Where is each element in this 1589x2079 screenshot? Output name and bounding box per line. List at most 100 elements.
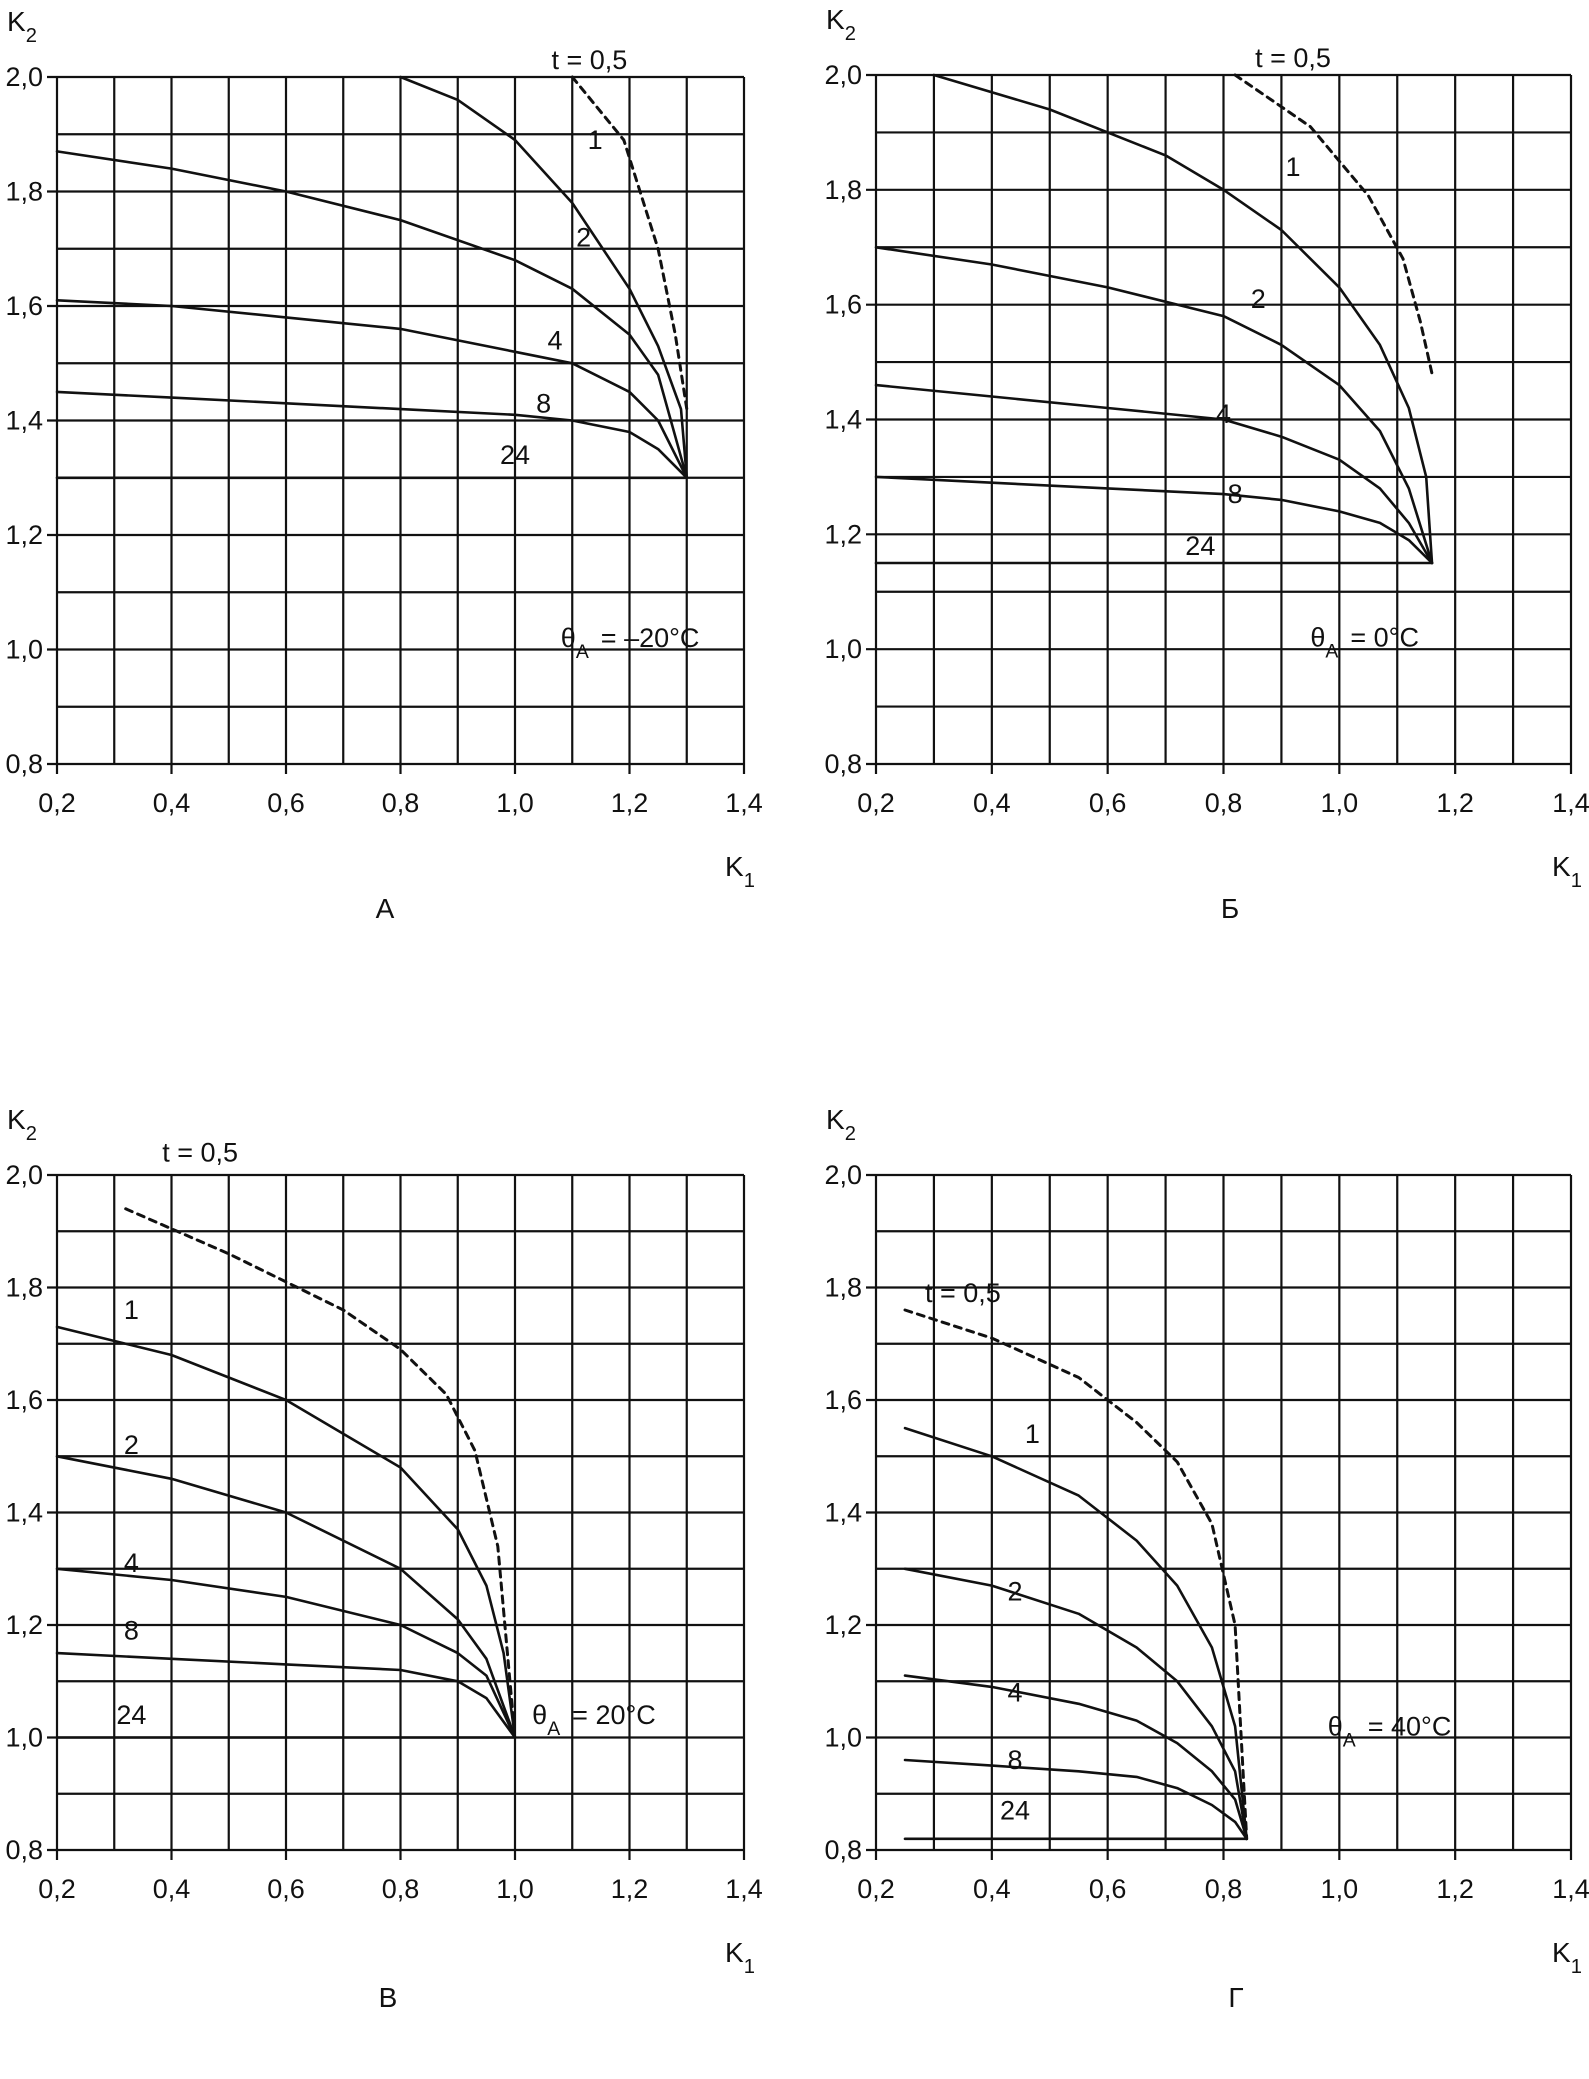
x-tick-label: 0,6 (267, 788, 305, 818)
x-tick-label: 1,0 (1321, 788, 1359, 818)
y-axis-label: K2 (826, 4, 856, 45)
series-line-t05 (570, 75, 689, 411)
series-label: 1 (1285, 152, 1300, 182)
series-line-4 (903, 1674, 1248, 1841)
y-tick-label: 1,0 (824, 1723, 862, 1753)
y-tick-label: 1,0 (5, 635, 43, 665)
x-tick-label: 0,8 (1205, 1874, 1243, 1904)
y-tick-label: 2,0 (5, 62, 43, 92)
x-tick-label: 0,4 (153, 1874, 191, 1904)
series-line-1 (903, 1426, 1248, 1841)
chart-panel-4: 0,2 0,4 0,6 0,8 1,0 1,2 1,4 0,8 1,0 1,2 1,4 1,6 1,8 2… (824, 1104, 1589, 2013)
series-line-8 (55, 1651, 517, 1739)
temperature-annotation-symbol: θA (1310, 623, 1338, 663)
y-tick-label: 1,2 (824, 1610, 862, 1640)
series-label: 2 (1251, 284, 1266, 314)
temperature-annotation-symbol: θA (561, 623, 589, 663)
y-tick-label: 1,2 (5, 1610, 43, 1640)
y-tick-label: 1,2 (824, 519, 862, 549)
panel-caption: Г (1228, 1982, 1243, 2013)
temperature-annotation: = –20°C (601, 623, 700, 653)
tick-labels: 0,2 0,4 0,6 0,8 1,0 1,2 1,4 0,8 1,0 1,2 1,4 1,6 1,8 2… (5, 1160, 762, 1904)
temperature-annotation-symbol: θA (532, 1700, 560, 1740)
x-tick-label: 1,0 (496, 1874, 534, 1904)
y-tick-label: 1,0 (5, 1723, 43, 1753)
x-tick-label: 0,4 (973, 1874, 1011, 1904)
x-tick-label: 0,4 (153, 788, 191, 818)
x-tick-label: 0,2 (38, 1874, 76, 1904)
y-tick-label: 1,4 (824, 1498, 862, 1528)
panel-caption: А (376, 893, 395, 924)
series-line-2 (874, 246, 1434, 565)
series-line-1 (399, 75, 689, 480)
temperature-annotation: = 0°C (1350, 623, 1419, 653)
series-label: t = 0,5 (162, 1138, 238, 1168)
series-label: 4 (1216, 399, 1231, 429)
chart-panel-2: 0,2 0,4 0,6 0,8 1,0 1,2 1,4 0,8 1,0 1,2 1,4 1,6 1,8 2… (824, 4, 1589, 924)
x-tick-label: 0,6 (267, 1874, 305, 1904)
series-label: 24 (116, 1700, 146, 1730)
panel-caption: Б (1221, 893, 1239, 924)
x-tick-label: 0,2 (857, 1874, 895, 1904)
grid (47, 1173, 746, 1860)
y-tick-label: 0,8 (5, 1835, 43, 1865)
y-axis-label: K2 (826, 1104, 856, 1145)
series-label: 24 (1185, 531, 1215, 561)
chart-panel-3: 0,2 0,4 0,6 0,8 1,0 1,2 1,4 0,8 1,0 1,2 1,4 1,6 1,8 2… (5, 1104, 762, 2013)
temperature-annotation: = 40°C (1368, 1711, 1452, 1741)
series-label: 8 (124, 1616, 139, 1646)
y-tick-label: 0,8 (824, 1835, 862, 1865)
series-line-2 (55, 1455, 517, 1739)
series-label: 4 (1007, 1678, 1022, 1708)
y-tick-label: 1,6 (5, 291, 43, 321)
series-label: 1 (1025, 1419, 1040, 1449)
y-tick-label: 0,8 (5, 749, 43, 779)
temperature-annotation-symbol: θA (1328, 1711, 1356, 1751)
x-tick-label: 0,8 (382, 788, 420, 818)
series-label: 8 (1007, 1745, 1022, 1775)
chart-panel-1: 0,2 0,4 0,6 0,8 1,0 1,2 1,4 0,8 1,0 1,2 1,4 1,6 1,8 2… (5, 6, 762, 924)
x-tick-label: 0,6 (1089, 788, 1127, 818)
y-tick-label: 1,6 (5, 1385, 43, 1415)
grid (866, 1173, 1573, 1860)
series-label: 4 (124, 1548, 139, 1578)
x-tick-label: 1,2 (611, 788, 649, 818)
x-tick-label: 0,6 (1089, 1874, 1127, 1904)
x-tick-label: 0,2 (857, 788, 895, 818)
series-line-t05 (1233, 73, 1434, 376)
series-line-8 (55, 390, 689, 480)
y-tick-label: 1,6 (824, 1385, 862, 1415)
grid (47, 75, 746, 774)
y-tick-label: 1,8 (824, 1273, 862, 1303)
y-axis-label: K2 (7, 1104, 37, 1145)
y-tick-label: 1,4 (5, 406, 43, 436)
x-tick-label: 1,2 (1436, 788, 1474, 818)
y-tick-label: 1,4 (824, 405, 862, 435)
x-axis-label: K1 (725, 851, 755, 892)
series-label: 24 (1000, 1796, 1030, 1826)
series-line-8 (903, 1758, 1248, 1841)
y-tick-label: 2,0 (824, 60, 862, 90)
series-line-2 (55, 150, 689, 480)
x-tick-label: 1,4 (1552, 788, 1589, 818)
x-tick-label: 0,4 (973, 788, 1011, 818)
x-axis-label: K1 (1552, 851, 1582, 892)
x-tick-label: 1,4 (1552, 1874, 1589, 1904)
y-tick-label: 1,2 (5, 520, 43, 550)
y-tick-label: 1,0 (824, 634, 862, 664)
series-label: t = 0,5 (552, 45, 628, 75)
x-tick-label: 1,0 (1321, 1874, 1359, 1904)
temperature-annotation: = 20°C (572, 1700, 656, 1730)
x-tick-label: 0,8 (382, 1874, 420, 1904)
x-tick-label: 1,4 (725, 788, 763, 818)
series-label: 2 (124, 1430, 139, 1460)
y-tick-label: 1,6 (824, 290, 862, 320)
tick-labels: 0,2 0,4 0,6 0,8 1,0 1,2 1,4 0,8 1,0 1,2 1,4 1,6 1,8 2… (5, 62, 762, 818)
series-label: 1 (124, 1295, 139, 1325)
series-line-1 (932, 73, 1434, 565)
x-tick-label: 1,0 (496, 788, 534, 818)
series-label: 8 (1228, 479, 1243, 509)
